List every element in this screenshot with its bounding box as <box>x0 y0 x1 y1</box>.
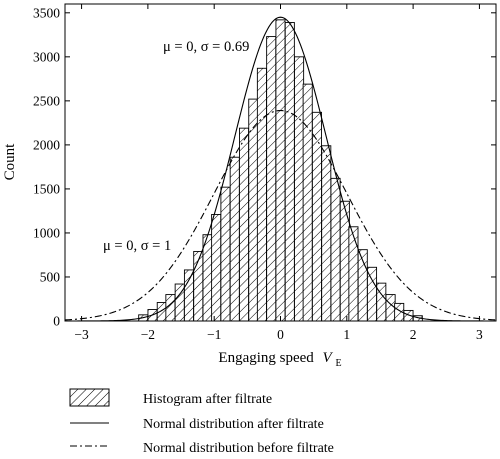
curve-before-filtrate <box>65 109 497 321</box>
x-axis-title-text: Engaging speed <box>218 350 314 366</box>
x-axis-title: Engaging speed V E <box>218 350 341 369</box>
legend-item-before-filtrate: Normal distribution before filtrate <box>70 441 334 456</box>
x-tick-label: 1 <box>343 327 350 342</box>
histogram-bar <box>311 111 322 322</box>
y-tick-label: 1500 <box>33 181 60 196</box>
x-axis-ticks: −3 −2 −1 0 1 2 3 <box>74 4 483 342</box>
y-tick-label: 1000 <box>33 225 60 240</box>
annotation-before-filtrate: μ = 0, σ = 1 <box>103 238 171 254</box>
legend-label-before-filtrate: Normal distribution before filtrate <box>143 441 334 456</box>
histogram-bar <box>211 213 222 322</box>
y-tick-label: 3500 <box>33 5 60 20</box>
histogram-bar <box>165 294 176 322</box>
legend-swatch-hatched <box>69 388 110 407</box>
x-axis-title-subscript: E <box>335 358 341 369</box>
histogram-bar <box>366 266 378 322</box>
histogram-bar <box>256 67 267 322</box>
y-tick-label: 2000 <box>33 137 60 152</box>
x-tick-label: −1 <box>207 327 221 342</box>
y-tick-label: 500 <box>40 269 61 284</box>
x-tick-label: 2 <box>410 327 417 342</box>
histogram-bar <box>266 36 277 322</box>
y-axis-title: Count <box>2 143 18 181</box>
annotation-after-filtrate: μ = 0, σ = 0.69 <box>163 39 249 55</box>
legend-label-after-filtrate: Normal distribution after filtrate <box>143 417 324 432</box>
x-axis-title-variable: V <box>323 350 334 366</box>
x-tick-label: −3 <box>74 327 89 342</box>
legend-item-after-filtrate: Normal distribution after filtrate <box>70 417 324 432</box>
histogram-bar <box>284 22 295 322</box>
histogram-bar <box>220 186 231 322</box>
normal-curves <box>65 16 497 321</box>
y-tick-label: 2500 <box>33 93 60 108</box>
x-tick-label: 0 <box>277 327 284 342</box>
x-tick-label: −2 <box>141 327 155 342</box>
legend-item-histogram: Histogram after filtrate <box>69 388 272 407</box>
y-tick-label: 0 <box>53 314 60 329</box>
histogram-bar <box>321 145 332 322</box>
histogram-bar <box>302 83 313 322</box>
histogram-bar <box>202 234 213 322</box>
histogram-bar <box>348 226 359 322</box>
histogram-bar <box>385 294 396 322</box>
histogram-bar <box>229 156 240 322</box>
legend-label-histogram: Histogram after filtrate <box>143 392 272 407</box>
curve-after-filtrate <box>65 16 497 321</box>
histogram-bar <box>275 19 286 322</box>
histogram-bar <box>239 127 250 322</box>
histogram-bar <box>330 177 341 322</box>
y-tick-label: 3000 <box>33 49 60 64</box>
histogram-bar <box>183 269 195 322</box>
histogram-bar <box>294 56 305 322</box>
legend: Histogram after filtrate Normal distribu… <box>69 388 334 456</box>
y-axis-ticks: 0 500 1000 1500 2000 2500 3000 3500 <box>33 5 496 329</box>
x-tick-label: 3 <box>476 327 483 342</box>
histogram-bars <box>138 19 423 322</box>
